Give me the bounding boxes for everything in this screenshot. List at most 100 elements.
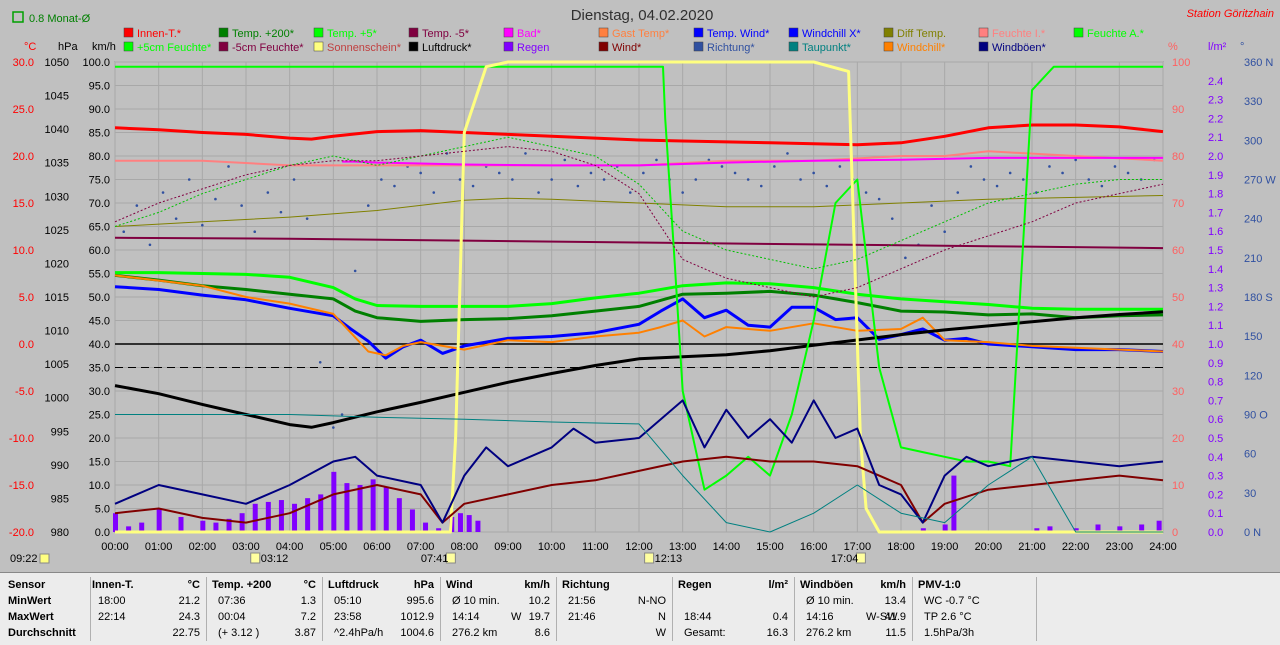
legend-swatch[interactable] bbox=[598, 41, 609, 52]
legend-swatch[interactable] bbox=[218, 41, 229, 52]
legend-swatch[interactable] bbox=[883, 27, 894, 38]
x-tick-label: 07:00 bbox=[407, 541, 435, 553]
legend-swatch[interactable] bbox=[883, 41, 894, 52]
stats-column-unit: km/h bbox=[880, 579, 906, 591]
y-tick-label: 1005 bbox=[45, 359, 69, 371]
stats-cell: 1012.9 bbox=[400, 611, 434, 623]
y-tick-label: 1040 bbox=[45, 124, 69, 136]
y-tick-label: 1.8 bbox=[1208, 189, 1223, 201]
x-tick-label: 12:00 bbox=[625, 541, 653, 553]
series-line bbox=[114, 195, 1164, 227]
y-tick-label: 240 bbox=[1244, 214, 1262, 226]
legend-swatch[interactable] bbox=[408, 41, 419, 52]
chart-header: Dienstag, 04.02.2020 Station Göritzhain … bbox=[12, 7, 1274, 25]
legend-swatch[interactable] bbox=[788, 27, 799, 38]
legend-swatch[interactable] bbox=[1073, 27, 1084, 38]
y-tick-label: -10.0 bbox=[9, 433, 34, 445]
rain-bar bbox=[357, 485, 363, 532]
rain-bar bbox=[113, 513, 118, 532]
x-tick-label: 19:00 bbox=[931, 541, 959, 553]
y-tick-label: -5.0 bbox=[15, 386, 34, 398]
stats-column-title: Wind bbox=[446, 579, 473, 591]
stats-cell: 13.4 bbox=[884, 595, 906, 607]
direction-point bbox=[930, 204, 933, 207]
legend-swatch[interactable] bbox=[123, 41, 134, 52]
y-tick-label: 30.0 bbox=[89, 386, 110, 398]
legend-swatch[interactable] bbox=[313, 41, 324, 52]
x-tick-label: 13:00 bbox=[669, 541, 697, 553]
stats-cell: 11.5 bbox=[885, 627, 906, 639]
x-tick-label: 04:00 bbox=[276, 541, 304, 553]
direction-point bbox=[279, 210, 283, 214]
series-line bbox=[115, 60, 1163, 534]
legend-swatch[interactable] bbox=[598, 27, 609, 38]
direction-point bbox=[982, 178, 986, 181]
direction-point bbox=[161, 191, 165, 194]
direction-point bbox=[1061, 171, 1064, 175]
rain-bar bbox=[126, 526, 132, 532]
y-tick-label: 10.0 bbox=[13, 245, 34, 257]
series-line bbox=[114, 123, 1164, 147]
legend-swatch[interactable] bbox=[503, 27, 514, 38]
series-line bbox=[115, 271, 1163, 311]
legend-swatch[interactable] bbox=[123, 27, 134, 38]
legend: Innen-T.* Temp. +200* Temp. +5* Temp. -5* Ba… bbox=[123, 27, 1145, 54]
direction-point bbox=[1113, 165, 1117, 168]
stats-cell: 1.3 bbox=[300, 595, 316, 607]
rain-bar bbox=[396, 498, 402, 532]
y-tick-label: 1050 bbox=[45, 57, 69, 69]
stats-cell: 41.9 bbox=[884, 611, 906, 623]
month-avg-checkbox[interactable] bbox=[12, 11, 24, 23]
direction-point bbox=[589, 171, 593, 175]
stats-cell: Gesamt: bbox=[684, 627, 726, 639]
y-tick-label: 50.0 bbox=[89, 292, 110, 304]
y-tick-label: 150 bbox=[1244, 331, 1262, 343]
stats-cell: TP 2.6 °C bbox=[924, 611, 972, 623]
direction-point bbox=[148, 243, 152, 247]
y-tick-label: 40 bbox=[1172, 339, 1184, 351]
y-tick-label: 985 bbox=[51, 493, 69, 505]
legend-swatch[interactable] bbox=[978, 27, 989, 38]
direction-point bbox=[214, 197, 217, 201]
stats-cell: 14:14 bbox=[452, 611, 480, 623]
stats-cell: 05:10 bbox=[334, 595, 362, 607]
legend-swatch[interactable] bbox=[788, 41, 799, 52]
legend-label: Wind* bbox=[612, 42, 642, 54]
stats-cell: 1.5hPa/3h bbox=[924, 627, 975, 639]
stats-column-unit: °C bbox=[303, 579, 316, 591]
legend-swatch[interactable] bbox=[693, 41, 704, 52]
stats-cell: 21.2 bbox=[178, 595, 200, 607]
x-tick-label: 24:00 bbox=[1149, 541, 1177, 553]
y-tick-label: 2.0 bbox=[1208, 151, 1223, 163]
legend-swatch[interactable] bbox=[978, 41, 989, 52]
series-line bbox=[114, 236, 1164, 250]
y-tick-label: 0.0 bbox=[1208, 527, 1223, 539]
rain-bar bbox=[139, 522, 145, 532]
direction-point bbox=[253, 230, 257, 234]
legend-swatch[interactable] bbox=[503, 41, 514, 52]
y-tick-label: 55.0 bbox=[89, 269, 110, 281]
rain-bar bbox=[292, 503, 298, 532]
rain-bar bbox=[1034, 528, 1040, 532]
legend-swatch[interactable] bbox=[313, 27, 324, 38]
y-tick-label: 300 bbox=[1244, 135, 1262, 147]
stats-cell: Durchschnitt bbox=[8, 627, 76, 639]
y-axis-unit: % bbox=[1168, 41, 1178, 53]
y-tick-label: 5.0 bbox=[19, 292, 34, 304]
legend-swatch[interactable] bbox=[693, 27, 704, 38]
legend-swatch[interactable] bbox=[408, 27, 419, 38]
direction-point bbox=[877, 197, 881, 201]
y-tick-label: 15.0 bbox=[13, 198, 34, 210]
stats-cell: W bbox=[655, 627, 666, 639]
rain-bar bbox=[1156, 520, 1162, 532]
y-axis-unit: ° bbox=[1240, 41, 1244, 53]
x-tick-label: 23:00 bbox=[1106, 541, 1134, 553]
stats-cell: 22.75 bbox=[172, 627, 200, 639]
rain-bar bbox=[1095, 524, 1101, 532]
direction-point bbox=[773, 165, 776, 168]
stats-cell: W-SW bbox=[866, 611, 898, 623]
legend-swatch[interactable] bbox=[218, 27, 229, 38]
direction-point bbox=[642, 171, 645, 175]
y-tick-label: 1.1 bbox=[1208, 320, 1223, 332]
direction-point bbox=[187, 178, 191, 181]
